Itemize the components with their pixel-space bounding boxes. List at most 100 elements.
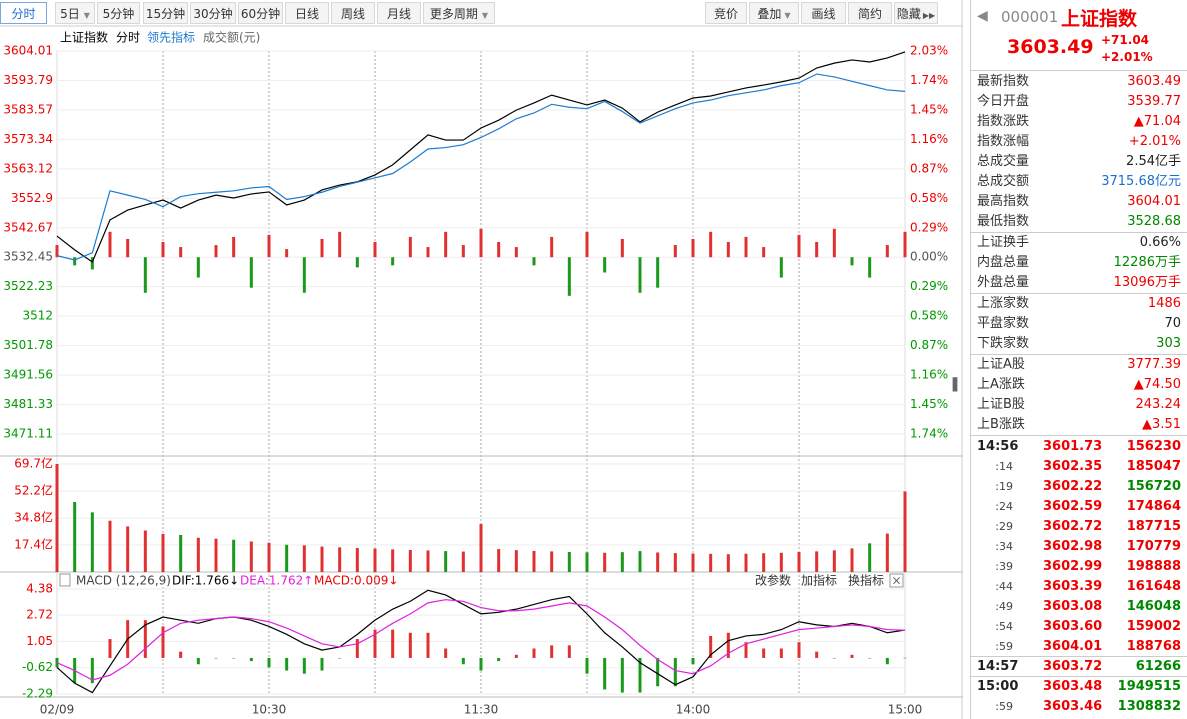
- stat-label: 上B涨跌: [977, 417, 1025, 432]
- panel-tool[interactable]: 改参数: [755, 573, 791, 588]
- stat-label: 最低指数: [977, 214, 1030, 229]
- bar: [815, 241, 819, 258]
- tick-price: 3604.01: [1043, 639, 1103, 654]
- separator: [971, 70, 1187, 71]
- stat-row: 上A涨跌 ▲74.50: [977, 375, 1181, 395]
- stat-label: 平盘家数: [977, 316, 1030, 331]
- bar: [726, 632, 730, 658]
- y-tick-label: 3552.9: [11, 191, 53, 205]
- bar: [656, 552, 660, 572]
- bar: [532, 550, 536, 572]
- splitter-arrow[interactable]: ▌: [952, 377, 962, 392]
- y2-tick-label: 1.74%: [910, 73, 948, 87]
- stock-code: 000001: [1001, 8, 1059, 26]
- stat-value: 1486: [1147, 296, 1181, 311]
- close-icon[interactable]: ×: [891, 574, 901, 588]
- bar: [691, 553, 695, 572]
- tick-row: :54 3603.60 159002: [977, 617, 1181, 637]
- separator: [971, 293, 1187, 294]
- bar: [797, 234, 801, 258]
- period-button[interactable]: 60分钟: [238, 2, 283, 24]
- period-button[interactable]: 周线: [331, 2, 375, 24]
- period-button[interactable]: 15分钟: [143, 2, 188, 24]
- bar: [815, 651, 819, 658]
- tick-row: :29 3602.72 187715: [977, 517, 1181, 537]
- period-button[interactable]: 日线: [285, 2, 329, 24]
- y-tick-label: 34.8亿: [14, 510, 53, 525]
- stat-label: 上涨家数: [977, 296, 1030, 311]
- bar: [249, 657, 253, 662]
- tick-volume: 61266: [1135, 659, 1181, 674]
- tick-row: :24 3602.59 174864: [977, 497, 1181, 517]
- stat-label: 上证换手: [977, 235, 1030, 250]
- stat-value: ▲71.04: [1133, 114, 1181, 129]
- y2-tick-label: 1.45%: [910, 397, 948, 411]
- panel-tool[interactable]: 加指标: [801, 573, 837, 588]
- stat-value: ▲3.51: [1142, 417, 1181, 432]
- bar: [214, 657, 218, 659]
- bar: [709, 635, 713, 658]
- legend-item[interactable]: 分时: [116, 31, 140, 45]
- tick-price: 3602.72: [1043, 519, 1103, 534]
- stat-value: 70: [1164, 316, 1181, 331]
- stat-value: 12286万手: [1113, 255, 1181, 270]
- stat-label: 最高指数: [977, 194, 1030, 209]
- tick-price: 3603.39: [1043, 579, 1103, 594]
- bar: [161, 533, 165, 572]
- bar: [391, 549, 395, 572]
- tool-button[interactable]: 叠加 ▼: [749, 2, 799, 24]
- stat-value: 13096万手: [1113, 275, 1181, 290]
- bar: [90, 657, 94, 684]
- panel-icon[interactable]: [59, 573, 71, 587]
- tick-volume: 198888: [1126, 559, 1181, 574]
- bar: [355, 257, 359, 268]
- tool-button[interactable]: 隐藏 ▶▶: [894, 2, 938, 24]
- tool-button[interactable]: 简约: [848, 2, 892, 24]
- tick-price: 3602.99: [1043, 559, 1103, 574]
- y2-tick-label: 0.58%: [910, 309, 948, 323]
- bar: [567, 645, 571, 658]
- stat-row: 上证换手 0.66%: [977, 233, 1181, 253]
- bar: [709, 231, 713, 258]
- tick-row: 14:56 3601.73 156230: [977, 437, 1181, 457]
- period-button[interactable]: 5日 ▼: [55, 2, 95, 24]
- bar: [461, 551, 465, 572]
- prev-arrow[interactable]: ◀: [977, 8, 988, 24]
- period-button[interactable]: 5分钟: [97, 2, 140, 24]
- bar: [691, 657, 695, 665]
- legend-item[interactable]: 领先指标: [147, 30, 195, 45]
- period-button[interactable]: 月线: [377, 2, 421, 24]
- bar: [338, 657, 342, 659]
- quote-panel: ◀ 000001 上证指数 3603.49 +71.04 +2.01% 最新指数…: [970, 0, 1187, 719]
- bar: [532, 648, 536, 658]
- bar: [249, 257, 253, 288]
- bar: [532, 257, 536, 266]
- separator: [971, 676, 1187, 677]
- tick-time: :24: [995, 500, 1013, 513]
- y-tick-label: 3542.67: [3, 220, 53, 234]
- stat-value: 3528.68: [1127, 214, 1181, 229]
- bar: [673, 657, 677, 687]
- tool-button[interactable]: 画线: [801, 2, 846, 24]
- tool-button[interactable]: 竞价: [705, 2, 747, 24]
- bar: [461, 245, 465, 258]
- y2-tick-label: 0.29%: [910, 279, 948, 293]
- button-label: 竞价: [713, 7, 738, 21]
- bar: [903, 231, 907, 258]
- period-button[interactable]: 分时: [0, 2, 47, 24]
- period-button[interactable]: 更多周期 ▼: [423, 2, 495, 24]
- bar: [90, 257, 94, 270]
- close-button[interactable]: [889, 573, 904, 588]
- stat-row: 最低指数 3528.68: [977, 212, 1181, 232]
- panel-tool[interactable]: 换指标: [848, 573, 884, 588]
- tick-row: :19 3602.22 156720: [977, 477, 1181, 497]
- bar: [797, 552, 801, 572]
- stat-row: 上证B股 243.24: [977, 395, 1181, 415]
- y-tick-label: 3481.33: [3, 397, 53, 411]
- period-button[interactable]: 30分钟: [190, 2, 236, 24]
- button-label: 30分钟: [193, 7, 233, 21]
- price-line: [56, 51, 906, 263]
- stat-value: 3715.68亿元: [1101, 174, 1181, 189]
- bar: [567, 257, 571, 296]
- bar: [868, 543, 872, 572]
